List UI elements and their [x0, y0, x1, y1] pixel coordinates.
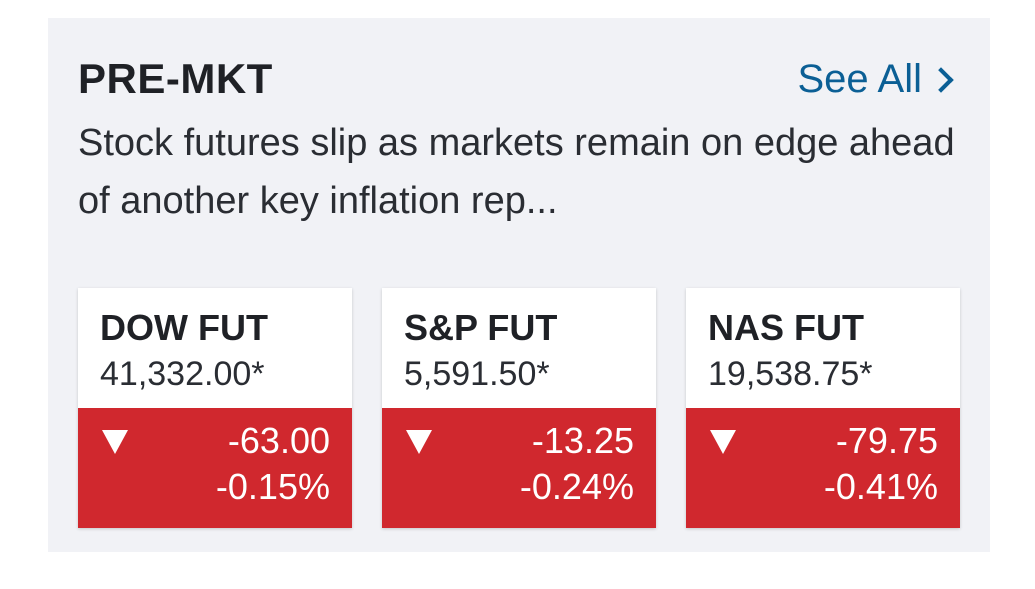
change-percent: -0.24% — [519, 466, 634, 507]
futures-price: 5,591.50* — [404, 355, 550, 393]
down-triangle-icon — [406, 430, 432, 454]
futures-card-dow[interactable]: DOW FUT 41,332.00* -63.00 -0.15% — [78, 288, 352, 528]
futures-card-sp[interactable]: S&P FUT 5,591.50* -13.25 -0.24% — [382, 288, 656, 528]
see-all-label: See All — [797, 57, 922, 101]
futures-price: 19,538.75* — [708, 355, 873, 393]
futures-name: DOW FUT — [100, 307, 268, 348]
futures-price: 41,332.00* — [100, 355, 265, 393]
premarket-panel: PRE-MKT See All Stock futures slip as ma… — [48, 18, 990, 552]
futures-name: NAS FUT — [708, 307, 864, 348]
change-value: -63.00 — [227, 420, 330, 461]
change-percent: -0.15% — [215, 466, 330, 507]
futures-name: S&P FUT — [404, 307, 558, 348]
panel-title: PRE-MKT — [78, 55, 273, 102]
see-all-link[interactable]: See All — [797, 54, 956, 104]
futures-card-nas[interactable]: NAS FUT 19,538.75* -79.75 -0.41% — [686, 288, 960, 528]
change-value: -79.75 — [835, 420, 938, 461]
change-percent: -0.41% — [823, 466, 938, 507]
chevron-right-icon — [928, 67, 954, 93]
change-box: -13.25 -0.24% — [382, 408, 656, 528]
change-box: -63.00 -0.15% — [78, 408, 352, 528]
futures-cards: DOW FUT 41,332.00* -63.00 -0.15% S&P FUT… — [78, 288, 962, 528]
change-box: -79.75 -0.41% — [686, 408, 960, 528]
headline-link[interactable]: Stock futures slip as markets remain on … — [78, 122, 955, 222]
down-triangle-icon — [102, 430, 128, 454]
change-value: -13.25 — [531, 420, 634, 461]
panel-header: PRE-MKT See All — [78, 54, 956, 104]
down-triangle-icon — [710, 430, 736, 454]
